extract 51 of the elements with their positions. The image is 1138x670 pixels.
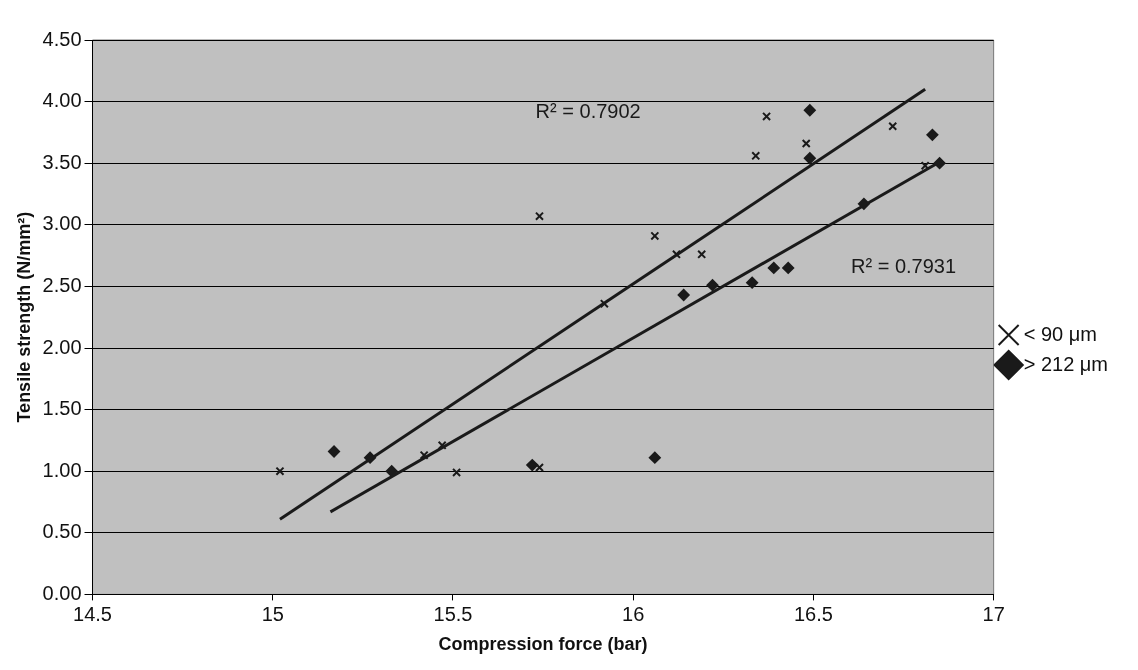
point <box>801 138 811 149</box>
y-tick-label: 4.50 <box>42 27 82 50</box>
point <box>437 440 447 450</box>
point <box>746 276 759 289</box>
point <box>857 197 870 210</box>
point <box>650 231 660 241</box>
point <box>767 261 780 274</box>
point <box>419 450 429 460</box>
point <box>933 157 946 170</box>
x-tick-label: 15.5 <box>433 602 473 625</box>
x-tick-label: 14.5 <box>73 602 112 625</box>
y-tick-label: 3.50 <box>42 150 82 173</box>
x-tick-label: 16 <box>622 602 645 625</box>
point <box>671 249 681 259</box>
point <box>534 462 545 473</box>
point <box>782 261 795 274</box>
point <box>275 466 285 476</box>
y-tick-label: 2.00 <box>42 335 82 358</box>
point <box>697 249 707 259</box>
annotation: R² = 0.7902 <box>535 99 641 122</box>
y-tick-label: 2.50 <box>42 273 82 296</box>
y-tick-label: 3.00 <box>42 212 82 235</box>
point <box>526 459 539 472</box>
y-tick-label: 1.50 <box>42 397 82 420</box>
y-axis-title: Tensile strength (N/mm²) <box>13 211 34 423</box>
point <box>328 445 341 458</box>
y-tick-label: 1.00 <box>42 458 82 481</box>
point <box>762 111 772 121</box>
point <box>648 451 661 464</box>
point <box>888 121 898 131</box>
point <box>534 211 545 221</box>
point <box>599 299 609 309</box>
point <box>803 152 816 165</box>
point <box>677 289 690 302</box>
point <box>452 467 462 477</box>
point <box>706 279 719 292</box>
y-tick-label: 4.00 <box>42 89 82 112</box>
point <box>926 128 939 141</box>
point <box>751 151 761 161</box>
x-tick-label: 15 <box>261 602 284 625</box>
x-axis-title: Compression force (bar) <box>438 634 648 655</box>
point <box>920 161 930 171</box>
legend-label: > 212 μm <box>1023 352 1109 375</box>
annotation: R² = 0.7931 <box>851 254 957 277</box>
x-tick-label: 17 <box>982 602 1005 625</box>
point <box>364 451 377 464</box>
point <box>803 104 816 117</box>
y-tick-label: 0.00 <box>42 581 82 604</box>
x-tick-label: 16.5 <box>793 602 833 625</box>
y-tick-label: 0.50 <box>42 520 82 543</box>
legend-label: < 90 μm <box>1023 322 1097 345</box>
